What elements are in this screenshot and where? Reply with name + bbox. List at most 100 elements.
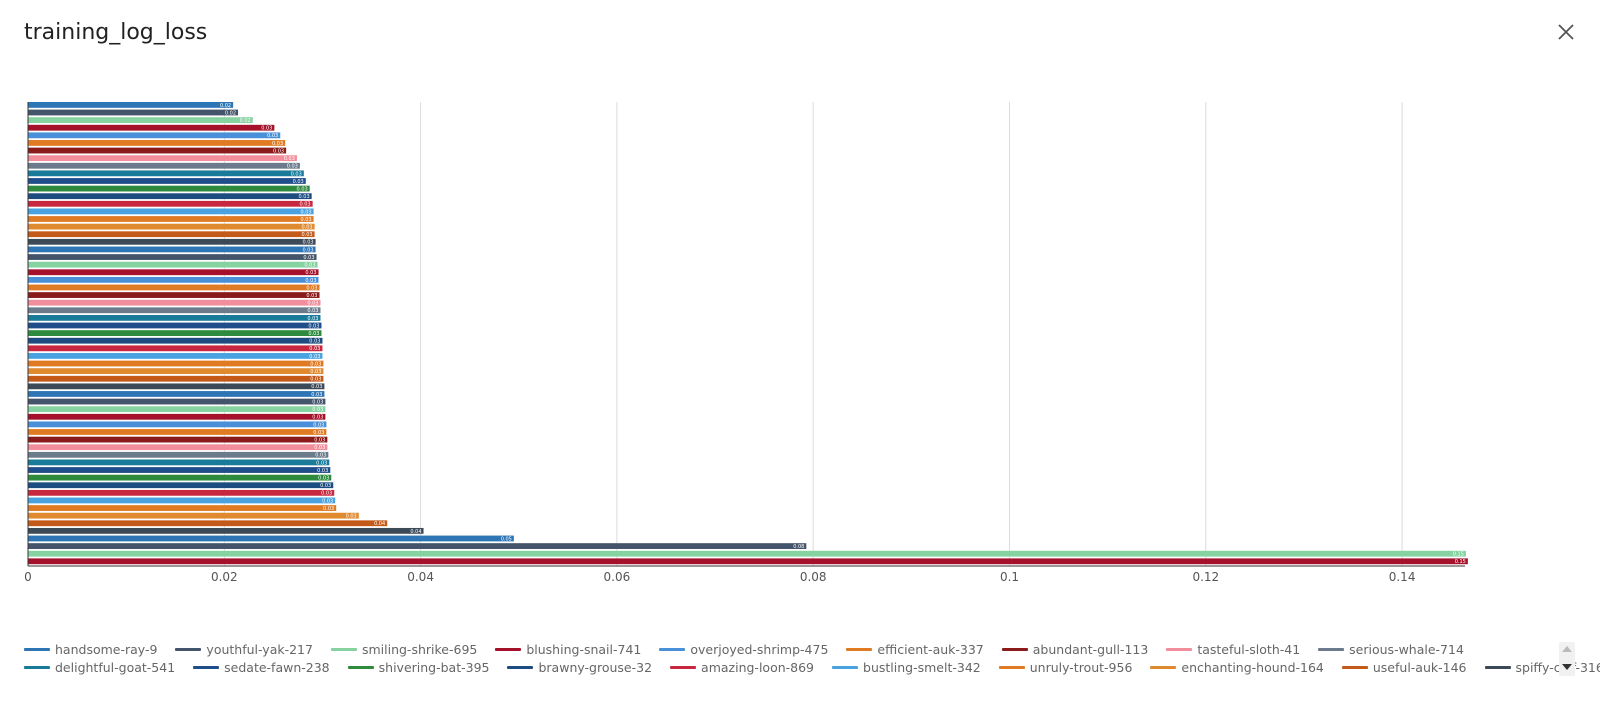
legend-label: youthful-yak-217 bbox=[206, 641, 313, 657]
bar[interactable] bbox=[28, 444, 328, 451]
scroll-up-icon[interactable] bbox=[1562, 646, 1572, 652]
bar[interactable] bbox=[28, 238, 316, 245]
bar[interactable] bbox=[28, 124, 275, 131]
bar[interactable] bbox=[28, 200, 313, 207]
bar-data-label: 0.04 bbox=[410, 529, 421, 535]
bar-data-label: 0.03 bbox=[320, 483, 331, 489]
legend-item[interactable]: serious-whale-714 bbox=[1318, 642, 1464, 657]
bar[interactable] bbox=[28, 375, 324, 382]
bar[interactable] bbox=[28, 436, 328, 443]
legend-item[interactable]: efficient-auk-337 bbox=[846, 642, 984, 657]
legend-scroll[interactable] bbox=[1559, 642, 1575, 676]
bar-data-label: 0.03 bbox=[311, 392, 322, 398]
bar[interactable] bbox=[28, 292, 320, 298]
bar[interactable] bbox=[28, 451, 329, 458]
bar[interactable] bbox=[28, 109, 239, 116]
bar-data-label: 0.03 bbox=[297, 186, 308, 192]
bar[interactable] bbox=[28, 216, 314, 222]
legend-item[interactable]: shivering-bat-395 bbox=[347, 660, 489, 675]
bar[interactable] bbox=[28, 558, 1468, 565]
bar[interactable] bbox=[28, 276, 319, 283]
bar[interactable] bbox=[28, 489, 335, 496]
legend-item[interactable]: delightful-goat-541 bbox=[24, 660, 175, 675]
legend-item[interactable]: youthful-yak-217 bbox=[175, 642, 313, 657]
bar[interactable] bbox=[28, 337, 323, 344]
bar[interactable] bbox=[28, 345, 323, 352]
legend-item[interactable]: enchanting-hound-164 bbox=[1150, 660, 1324, 675]
bar[interactable] bbox=[28, 102, 234, 108]
bar-data-label: 0.03 bbox=[322, 498, 333, 504]
legend-label: sedate-fawn-238 bbox=[224, 659, 330, 675]
legend-item[interactable]: smiling-shrike-695 bbox=[330, 642, 477, 657]
bar[interactable] bbox=[28, 512, 359, 519]
bar[interactable] bbox=[28, 421, 327, 428]
bar[interactable] bbox=[28, 535, 514, 542]
bar[interactable] bbox=[28, 482, 334, 489]
bar[interactable] bbox=[28, 269, 319, 276]
bar[interactable] bbox=[28, 527, 424, 534]
bar[interactable] bbox=[28, 314, 321, 321]
legend-item[interactable]: brawny-grouse-32 bbox=[507, 660, 652, 675]
legend-item[interactable]: unruly-trout-956 bbox=[998, 660, 1132, 675]
bar[interactable] bbox=[28, 231, 315, 238]
bar[interactable] bbox=[28, 307, 321, 314]
bar[interactable] bbox=[28, 147, 287, 154]
legend-item[interactable]: spiffy-calf-316 bbox=[1484, 660, 1600, 675]
bar[interactable] bbox=[28, 413, 326, 420]
bar[interactable] bbox=[28, 368, 324, 375]
bar-data-label: 0.03 bbox=[323, 506, 334, 512]
bar[interactable] bbox=[28, 391, 325, 397]
bar[interactable] bbox=[28, 246, 316, 253]
bar-data-label: 0.03 bbox=[304, 263, 315, 269]
bar[interactable] bbox=[28, 193, 312, 200]
bar[interactable] bbox=[28, 155, 297, 162]
bar[interactable] bbox=[28, 223, 315, 230]
bar[interactable] bbox=[28, 550, 1466, 557]
bar[interactable] bbox=[28, 299, 321, 306]
legend-item[interactable]: overjoyed-shrimp-475 bbox=[659, 642, 828, 657]
bar[interactable] bbox=[28, 132, 281, 139]
bar[interactable] bbox=[28, 261, 318, 268]
x-tick-label: 0.06 bbox=[604, 570, 631, 584]
bar[interactable] bbox=[28, 208, 314, 215]
bar-data-label: 0.03 bbox=[302, 240, 313, 246]
bar[interactable] bbox=[28, 140, 286, 146]
legend-item[interactable]: bustling-smelt-342 bbox=[832, 660, 981, 675]
legend-item[interactable]: useful-auk-146 bbox=[1341, 660, 1467, 675]
bar[interactable] bbox=[28, 383, 325, 390]
bar[interactable] bbox=[28, 429, 327, 435]
bar[interactable] bbox=[28, 467, 331, 473]
legend-item[interactable]: abundant-gull-113 bbox=[1001, 642, 1148, 657]
bar[interactable] bbox=[28, 360, 324, 367]
bar[interactable] bbox=[28, 254, 317, 260]
bar[interactable] bbox=[28, 178, 306, 184]
legend-item[interactable]: blushing-snail-741 bbox=[495, 642, 641, 657]
close-icon[interactable] bbox=[1554, 20, 1578, 44]
legend-item[interactable]: amazing-loon-869 bbox=[670, 660, 814, 675]
bar[interactable] bbox=[28, 353, 323, 359]
bar-data-label: 0.03 bbox=[305, 278, 316, 284]
bar[interactable] bbox=[28, 497, 336, 504]
bar[interactable] bbox=[28, 117, 253, 124]
bar[interactable] bbox=[28, 459, 330, 466]
bar-data-label: 0.03 bbox=[293, 179, 304, 185]
bar[interactable] bbox=[28, 162, 300, 169]
legend-label: amazing-loon-869 bbox=[701, 659, 815, 675]
bar[interactable] bbox=[28, 543, 807, 549]
bar[interactable] bbox=[28, 284, 320, 291]
legend-item[interactable]: handsome-ray-9 bbox=[24, 642, 157, 657]
scroll-down-icon[interactable] bbox=[1562, 664, 1572, 670]
legend-item[interactable]: sedate-fawn-238 bbox=[193, 659, 330, 675]
bar[interactable] bbox=[28, 322, 322, 329]
bar[interactable] bbox=[28, 505, 337, 511]
legend-swatch bbox=[193, 665, 220, 669]
bar[interactable] bbox=[28, 406, 326, 413]
bar[interactable] bbox=[28, 185, 310, 192]
bar[interactable] bbox=[28, 170, 304, 177]
bar[interactable] bbox=[28, 398, 326, 405]
legend-item[interactable]: tasteful-sloth-41 bbox=[1166, 642, 1300, 657]
bar[interactable] bbox=[28, 520, 388, 527]
bar[interactable] bbox=[28, 330, 322, 337]
bar[interactable] bbox=[28, 474, 332, 481]
bar-data-label: 0.03 bbox=[299, 202, 310, 208]
